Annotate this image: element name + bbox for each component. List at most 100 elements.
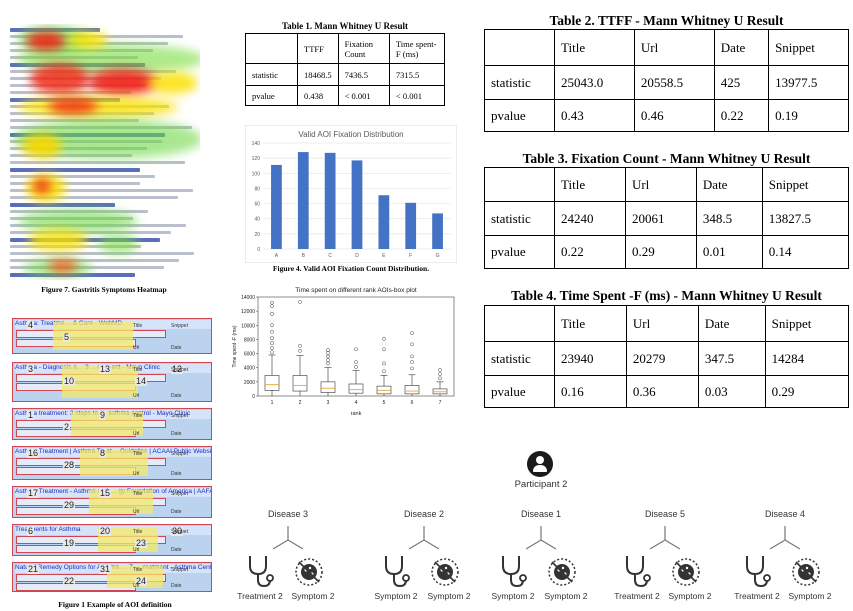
heatmap-text-line <box>10 161 185 164</box>
branch-lines <box>408 526 440 550</box>
outlier-point <box>270 346 274 350</box>
fixation-number: 22 <box>63 576 76 586</box>
x-tick-label: 3 <box>327 400 330 406</box>
outlier-point <box>438 372 442 376</box>
heatmap-blob <box>18 209 138 233</box>
table1-cell: pvalue <box>245 85 298 106</box>
aoi-tag: Date <box>171 583 182 589</box>
table1-cell: 18468.5 <box>297 63 339 86</box>
table3-cell: 13827.5 <box>761 201 850 236</box>
outlier-point <box>270 312 274 316</box>
disease-branch: Treatment 2 Symptom 2 <box>237 526 335 601</box>
time-spent-boxplot: Time spent on different rank AOIs-box pl… <box>232 287 455 417</box>
y-tick-label: 4000 <box>244 366 255 372</box>
heatmap-blob <box>22 134 62 158</box>
symptom-label: Symptom 2 <box>428 591 471 601</box>
y-tick-label: 140 <box>252 141 261 147</box>
aoi-tag: Url <box>133 431 140 437</box>
x-tick-label: C <box>328 253 332 259</box>
aoi-tag: Title <box>133 567 143 573</box>
fixation-number: 8 <box>99 448 107 458</box>
table3-header: Title <box>554 167 626 202</box>
table1-cell: < 0.001 <box>388 85 446 106</box>
outlier-point <box>354 347 358 352</box>
table4-cell: statistic <box>484 341 555 376</box>
x-tick-label: 1 <box>271 400 274 406</box>
aoi-box: Asthma Treatment - Asthma and … gy Found… <box>12 486 212 518</box>
x-axis-label: rank <box>351 411 362 417</box>
table1-corner <box>245 33 298 64</box>
table2-caption: Table 2. TTFF - Mann Whitney U Result <box>549 13 784 28</box>
heatmap-blob <box>48 260 78 272</box>
outlier-point <box>270 300 274 305</box>
table4-corner <box>484 305 555 342</box>
virus-icon <box>295 558 323 586</box>
fixation-number: 12 <box>171 364 184 374</box>
fixation-number: 23 <box>135 538 148 548</box>
figure1-caption: Figure 1 Example of AOI definition <box>58 600 172 609</box>
boxplot-title: Time spent on different rank AOIs-box pl… <box>295 287 417 294</box>
outlier-point <box>354 365 358 369</box>
outlier-point <box>326 348 330 352</box>
heatmap-blob <box>28 229 88 251</box>
aoi-tag: Snippet <box>171 567 188 573</box>
bar <box>378 195 390 249</box>
disease-label: Disease 3 <box>267 509 309 519</box>
treatment-label: Symptom 2 <box>492 591 535 601</box>
virus-icon <box>431 558 459 586</box>
table3-caption: Table 3. Fixation Count - Mann Whitney U… <box>522 151 811 166</box>
disease-label: Disease 2 <box>403 509 445 519</box>
heatmap-text-line <box>10 182 140 185</box>
table2: Title Url Date Snippet statistic 25043.0… <box>484 29 849 132</box>
table1-cell: 7315.5 <box>388 63 446 86</box>
y-tick-label: 40 <box>254 217 260 223</box>
table4-cell: 0.29 <box>764 375 850 408</box>
heatmap-blob <box>33 179 51 193</box>
box <box>292 375 308 392</box>
branch-lines <box>272 526 304 550</box>
heatmap-blob <box>30 64 90 94</box>
fixation-number: 5 <box>63 332 71 342</box>
aoi-tag: Title <box>133 367 143 373</box>
treatment-label: Treatment 2 <box>614 591 660 601</box>
figure7-caption: Figure 7. Gastritis Symptoms Heatmap <box>41 285 167 294</box>
disease-branch: Treatment 2 Symptom 2 <box>734 526 832 601</box>
x-tick-label: D <box>355 253 359 259</box>
aoi-tag: Snippet <box>171 451 188 457</box>
x-tick-label: 7 <box>439 400 442 406</box>
table2-cell: 0.22 <box>713 99 770 132</box>
bar <box>351 160 363 249</box>
table3-header: Date <box>695 167 763 202</box>
table4-cell: 0.03 <box>697 375 766 408</box>
x-tick-label: 2 <box>299 400 302 406</box>
table1-cell: 7436.5 <box>337 63 390 86</box>
table2-header: Date <box>713 29 770 66</box>
fixation-number: 2 <box>63 422 71 432</box>
aoi-tag: Date <box>171 393 182 399</box>
aoi-tag: Url <box>133 509 140 515</box>
heatmap-text-line <box>10 189 193 192</box>
outlier-point <box>326 354 330 359</box>
disease-label: Disease 5 <box>644 509 686 519</box>
bar <box>405 202 417 249</box>
y-tick-label: 100 <box>252 171 261 177</box>
fixation-number: 19 <box>63 538 76 548</box>
outlier-point <box>354 360 358 364</box>
outlier-point <box>298 300 302 304</box>
table3-cell: statistic <box>484 201 555 236</box>
heatmap-blob <box>18 96 178 118</box>
outlier-point <box>270 341 274 345</box>
aoi-box: Natural Remedy Options for Asthma … 7 … … <box>12 562 212 592</box>
outlier-point <box>382 347 386 352</box>
aoi-tag: Snippet <box>171 413 188 419</box>
aoi-tag: Date <box>171 471 182 477</box>
table3-cell: pvalue <box>484 235 555 269</box>
fixation-number: 29 <box>63 500 76 510</box>
y-tick-label: 14000 <box>241 295 255 301</box>
fixation-number: 21 <box>27 564 40 574</box>
y-tick-label: 60 <box>254 202 260 208</box>
branch-lines <box>769 526 801 550</box>
table1-cell: statistic <box>245 63 298 86</box>
table3-cell: 0.01 <box>695 235 763 269</box>
bar <box>297 152 309 249</box>
